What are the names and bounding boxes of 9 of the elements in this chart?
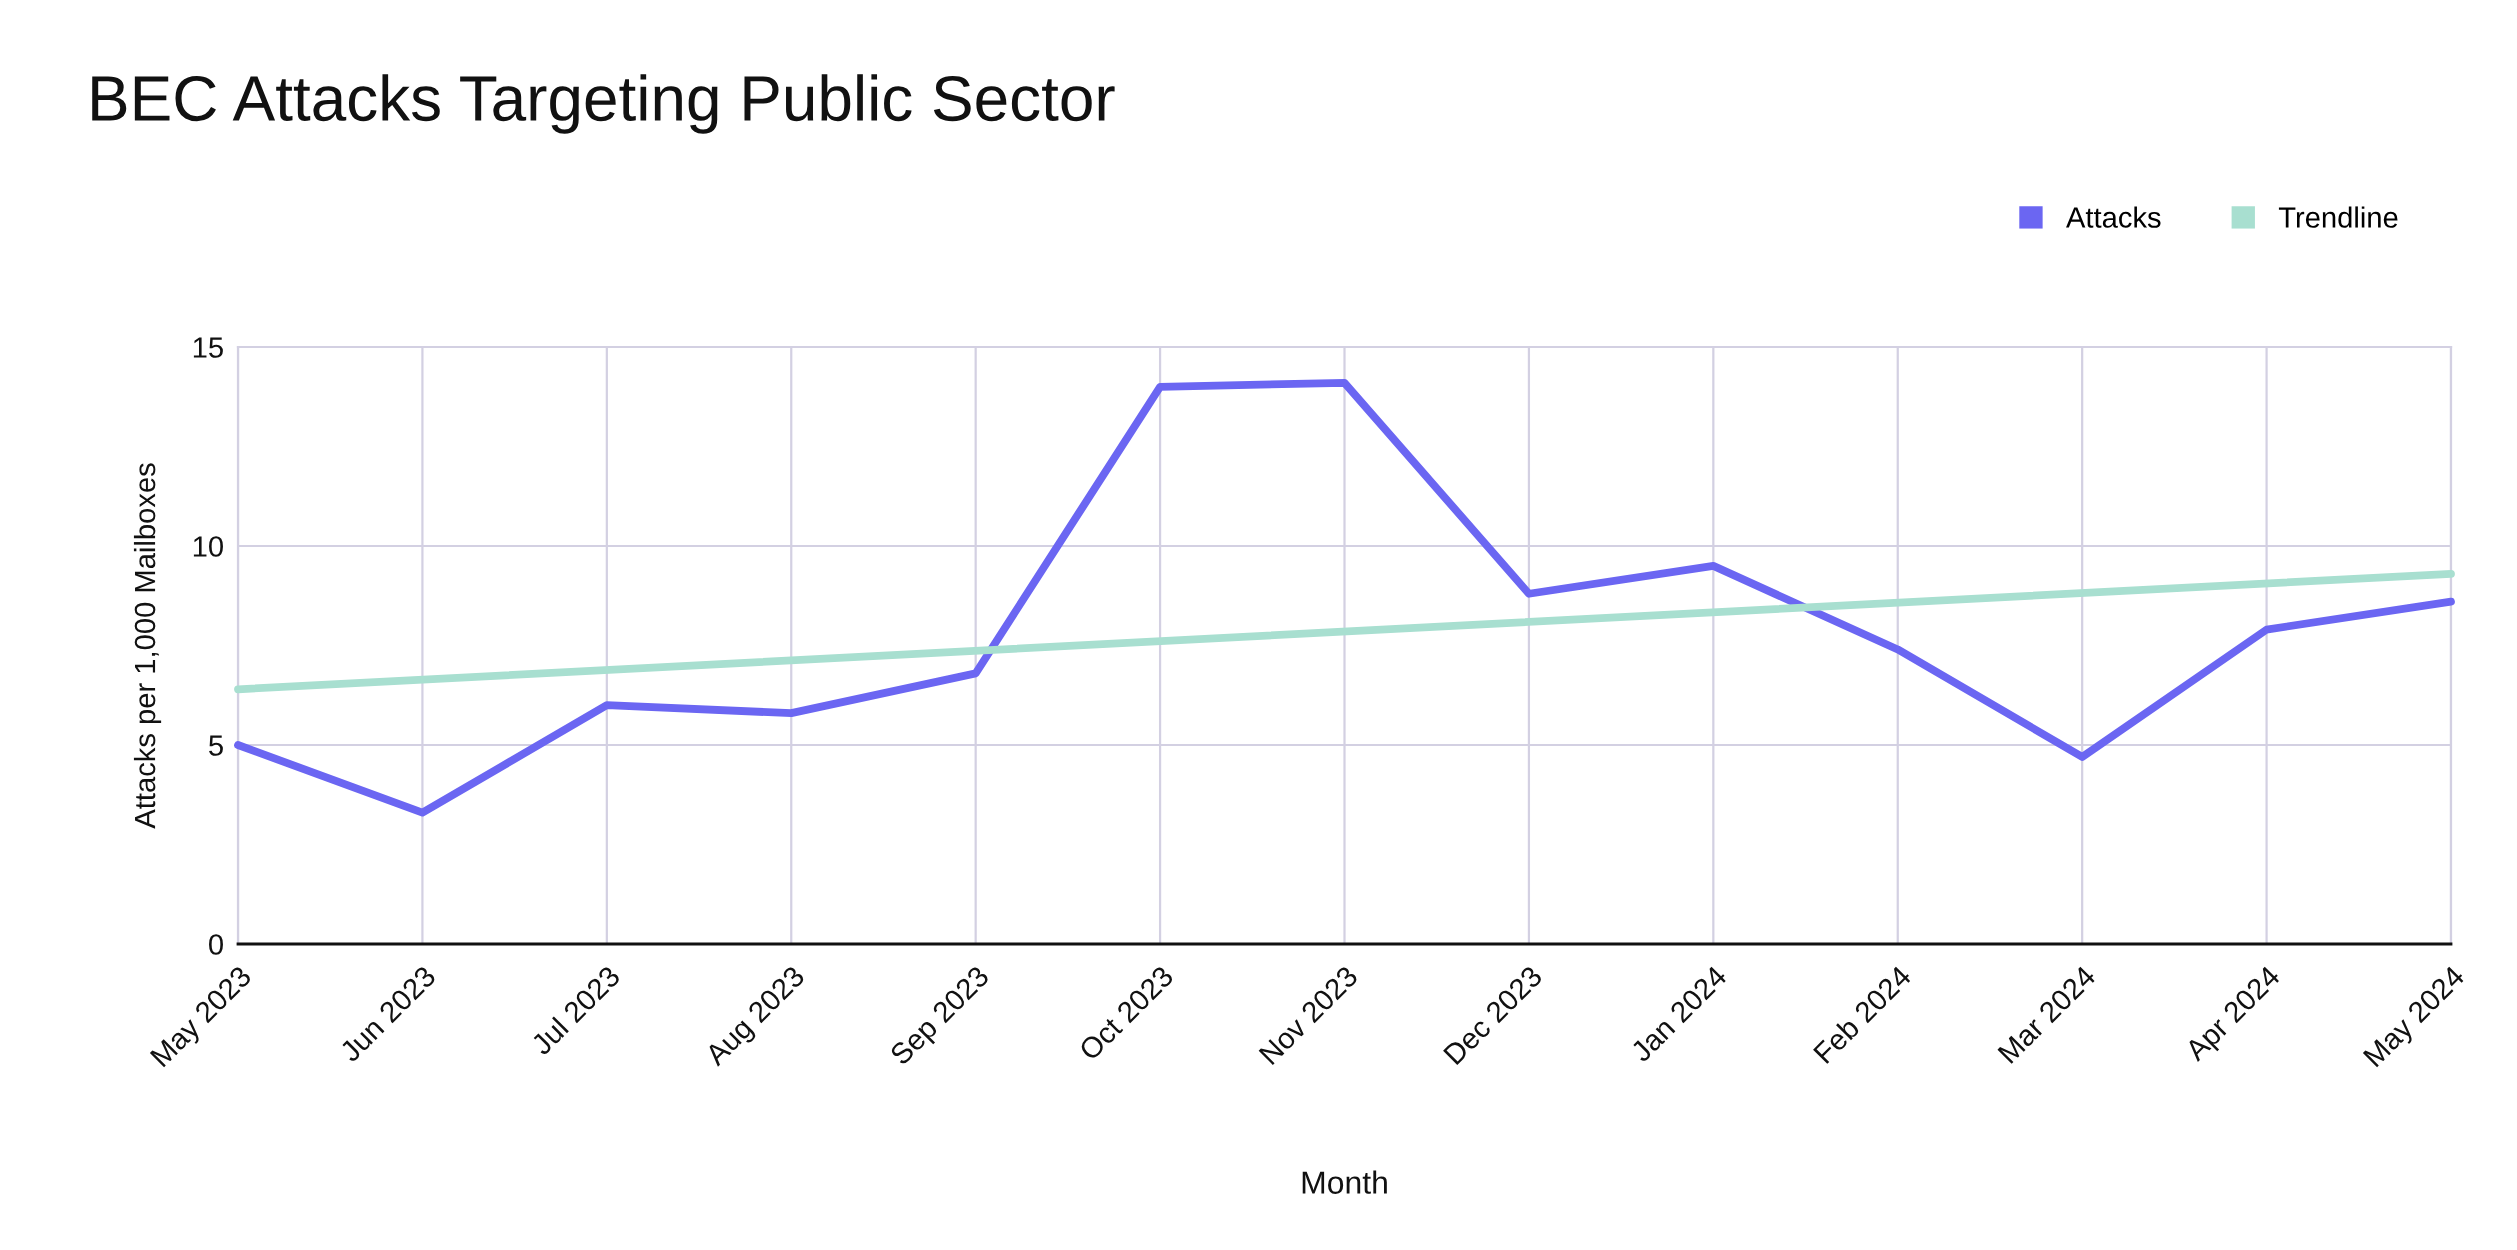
- y-tick-label: 15: [193, 337, 223, 358]
- y-axis-title: Attacks per 1,000 Mailboxes: [133, 463, 162, 829]
- y-tick-label: 5: [209, 735, 223, 756]
- chart-title: BEC Attacks Targeting Public Sector: [92, 74, 1115, 134]
- y-tick-label: 10: [193, 536, 223, 557]
- x-axis-title: Month: [1302, 1170, 1387, 1194]
- legend-label: Trendline: [2278, 206, 2398, 228]
- legend-label: Attacks: [2066, 206, 2161, 228]
- y-tick-label: 0: [209, 934, 223, 955]
